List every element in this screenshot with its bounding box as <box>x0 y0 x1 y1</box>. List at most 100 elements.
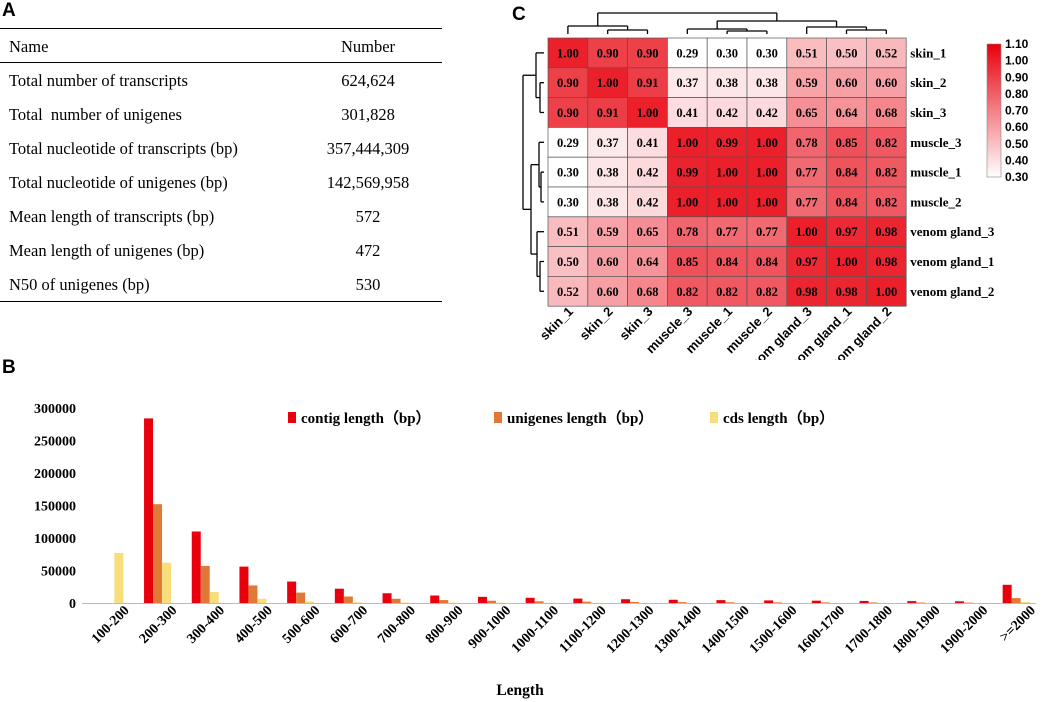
bar <box>296 592 306 603</box>
heatmap-cell-value: 0.38 <box>756 76 778 90</box>
heatmap-chart: 1.00 0.90 0.90 0.29 0.30 0.30 0.51 0.50 0.52 0.90… <box>522 12 1029 360</box>
legend-label: cds length（bp） <box>723 409 834 427</box>
row-name: Mean length of unigenes (bp) <box>9 241 205 260</box>
heatmap-row-label: skin_3 <box>910 105 947 120</box>
colorbar <box>986 43 1002 178</box>
heatmap-cell <box>706 216 748 247</box>
table-row: Total nucleotide of transcripts (bp) 357,… <box>0 132 442 166</box>
row-number: 624,624 <box>341 71 395 90</box>
heatmap-cell-value: 1.00 <box>597 76 619 90</box>
heatmap-cell-value: 0.60 <box>875 76 897 90</box>
table-row: Total nucleotide of unigenes (bp) 142,569… <box>0 166 442 200</box>
heatmap-cell-value: 0.64 <box>836 106 859 120</box>
colorbar-tick-label: 0.70 <box>1005 104 1029 118</box>
table-bottom-rule <box>0 301 442 302</box>
row-number: 472 <box>355 241 381 260</box>
bar <box>621 599 631 603</box>
bar <box>257 598 267 603</box>
heatmap-cell <box>866 97 907 128</box>
heatmap-cell <box>826 97 867 128</box>
y-tick-label: 200000 <box>34 467 76 482</box>
heatmap-row-label: venom gland_1 <box>910 254 994 269</box>
colorbar-tick-label: 1.10 <box>1005 37 1029 51</box>
heatmap-cell-value: 0.29 <box>676 46 698 60</box>
bar <box>209 591 219 603</box>
heatmap-cell-value: 0.77 <box>796 195 818 209</box>
table-header-rule <box>0 62 442 63</box>
bar <box>868 602 878 603</box>
heatmap-cell-value: 0.98 <box>875 225 897 239</box>
heatmap-cell-value: 1.00 <box>756 136 778 150</box>
colorbar-tick-label: 0.50 <box>1005 137 1029 151</box>
row-number: 301,828 <box>341 105 395 124</box>
heatmap-cell-value: 1.00 <box>716 166 738 180</box>
heatmap-cell <box>667 37 708 69</box>
heatmap-row-label: muscle_3 <box>910 135 962 150</box>
legend-label: contig length（bp） <box>301 409 431 427</box>
heatmap-cell-value: 0.65 <box>637 225 659 239</box>
heatmap-cell <box>667 67 708 98</box>
heatmap-cell-value: 0.82 <box>875 166 897 180</box>
row-name: Total nucleotide of unigenes (bp) <box>9 173 228 192</box>
heatmap-cell <box>667 246 708 277</box>
bar-chart: 0 50000 100000 150000 200000 250000 300000 100-… <box>34 402 1039 699</box>
x-tick-label: 1100-1200 <box>557 603 610 656</box>
bar <box>811 600 821 603</box>
bar <box>525 597 535 603</box>
heatmap-cell <box>667 97 708 128</box>
heatmap-col-label: skin_3 <box>616 304 655 343</box>
x-tick-label: 1700-1800 <box>842 603 896 657</box>
bar <box>859 600 869 603</box>
heatmap-cell-value: 0.77 <box>756 225 778 239</box>
heatmap-cell <box>786 246 827 277</box>
bar <box>725 602 735 603</box>
heatmap-cell <box>547 97 589 128</box>
heatmap-cell <box>706 67 748 98</box>
heatmap-cell <box>826 156 867 188</box>
y-tick-label: 0 <box>69 597 76 612</box>
table-row: Total number of unigenes 301,828 <box>0 98 442 132</box>
bar <box>954 601 964 603</box>
x-tick-label: 600-700 <box>328 603 372 647</box>
heatmap-row-label: venom gland_2 <box>910 284 994 299</box>
heatmap-cell-value: 0.38 <box>597 195 619 209</box>
x-tick-label: 700-800 <box>375 603 419 647</box>
heatmap-cell-value: 1.00 <box>676 136 698 150</box>
bar <box>191 531 201 603</box>
heatmap-cell-value: 0.50 <box>836 46 858 60</box>
colorbar-tick-label: 0.40 <box>1005 153 1029 167</box>
x-tick-label: 1600-1700 <box>795 603 849 657</box>
y-tick-label: 150000 <box>34 500 76 515</box>
x-tick-label: 1900-2000 <box>938 603 992 657</box>
heatmap-cell <box>786 276 827 307</box>
heatmap-cell-value: 0.77 <box>716 225 738 239</box>
heatmap-cell-value: 0.37 <box>676 76 698 90</box>
table-row: Mean length of unigenes (bp) 472 <box>0 234 442 268</box>
heatmap-cell <box>547 67 589 98</box>
heatmap-cell-value: 0.90 <box>597 46 619 60</box>
heatmap-cell <box>866 216 907 247</box>
heatmap-cell <box>746 127 788 158</box>
heatmap-cell <box>547 37 589 69</box>
bar <box>305 601 315 603</box>
heatmap-col-label: skin_1 <box>537 304 576 343</box>
heatmap-cell-value: 0.90 <box>557 106 579 120</box>
heatmap-cell <box>866 246 907 277</box>
row-number: 530 <box>355 275 381 294</box>
heatmap-cell-value: 0.90 <box>557 76 579 90</box>
heatmap-cell-value: 0.98 <box>875 255 897 269</box>
heatmap-cell <box>547 216 589 247</box>
x-tick-label: 100-200 <box>89 603 133 647</box>
x-tick-label: 1300-1400 <box>652 603 706 657</box>
bar <box>343 596 353 603</box>
x-tick-label: 1500-1600 <box>747 603 801 657</box>
heatmap-cell-value: 0.51 <box>557 225 579 239</box>
heatmap-row-label: skin_2 <box>910 75 946 90</box>
x-tick-label: 1000-1100 <box>509 603 562 656</box>
bar <box>582 601 592 603</box>
heatmap-cell-value: 1.00 <box>716 195 738 209</box>
heatmap-cell <box>587 37 628 69</box>
bar <box>716 600 726 603</box>
heatmap-row-label: muscle_1 <box>910 165 961 180</box>
heatmap-cell-value: 0.30 <box>557 166 579 180</box>
